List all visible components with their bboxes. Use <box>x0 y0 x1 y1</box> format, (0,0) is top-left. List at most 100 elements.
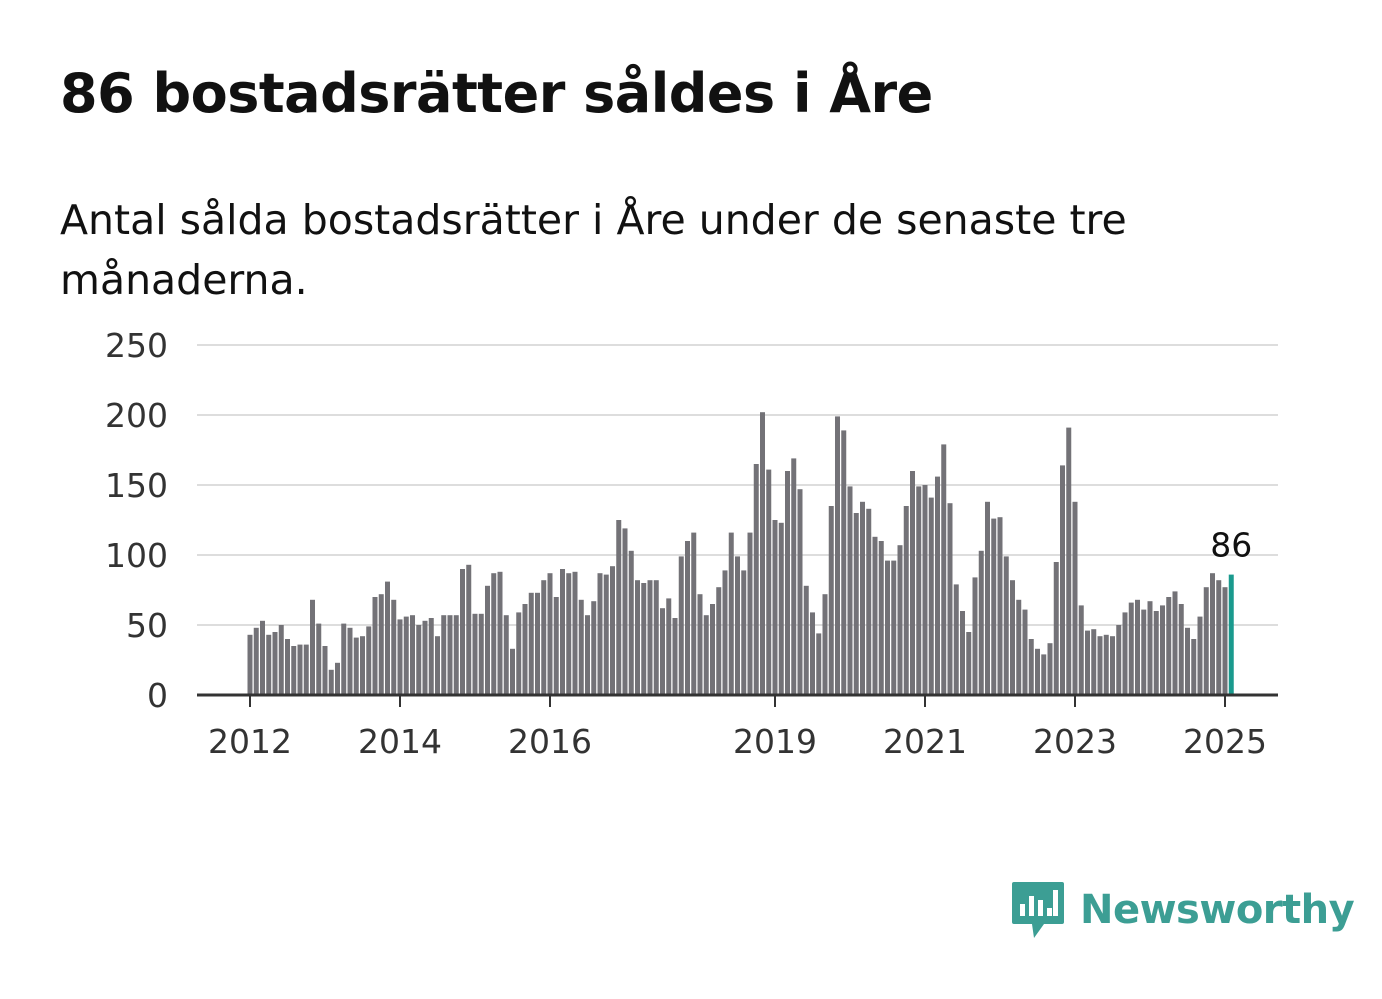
bar <box>841 430 847 695</box>
bar <box>791 458 797 695</box>
bar <box>591 601 597 695</box>
x-tick-label: 2019 <box>733 722 817 761</box>
y-tick-label: 0 <box>147 676 168 715</box>
bar <box>322 646 328 695</box>
bar <box>585 615 590 695</box>
bar <box>578 599 584 695</box>
bar <box>1116 625 1122 695</box>
bar <box>553 597 559 695</box>
bar <box>810 612 815 695</box>
bar <box>941 444 947 695</box>
bar <box>697 594 703 695</box>
bar <box>310 599 315 695</box>
bar <box>385 581 390 695</box>
bar <box>928 497 934 695</box>
bar <box>528 592 534 695</box>
bar <box>1060 465 1065 695</box>
bar <box>1041 654 1047 695</box>
bar <box>860 501 865 695</box>
newsworthy-logo-icon <box>1012 882 1064 938</box>
bar <box>747 532 753 695</box>
bar <box>1166 597 1172 695</box>
y-tick-label: 100 <box>105 536 168 575</box>
bar <box>735 556 740 695</box>
bar <box>691 532 697 695</box>
bar <box>685 541 690 695</box>
bar <box>260 620 265 695</box>
bar <box>335 662 340 695</box>
bar <box>978 550 984 695</box>
bar <box>878 541 884 695</box>
bar <box>647 580 653 695</box>
chart-title: 86 bostadsrätter såldes i Åre <box>60 62 933 125</box>
bar <box>1072 501 1078 695</box>
bar <box>722 570 728 695</box>
bar <box>478 613 484 695</box>
bar <box>728 532 734 695</box>
bar <box>653 580 659 695</box>
bar <box>803 585 809 695</box>
bar <box>822 594 828 695</box>
bar <box>628 550 634 695</box>
bar <box>291 646 297 695</box>
bar <box>428 618 434 695</box>
bar <box>522 604 528 695</box>
bar <box>1085 630 1090 695</box>
bar <box>472 613 478 695</box>
bar <box>297 644 303 695</box>
bar <box>766 469 772 695</box>
bar <box>272 632 278 695</box>
bar <box>1122 612 1128 695</box>
bar <box>1160 605 1165 695</box>
bar <box>1022 609 1028 695</box>
bar <box>253 627 259 695</box>
gridlines <box>197 344 1278 626</box>
bar <box>328 669 334 695</box>
bar <box>816 633 822 695</box>
bar <box>1216 580 1222 695</box>
bar <box>1010 580 1015 695</box>
bar <box>410 615 415 695</box>
bar <box>885 560 890 695</box>
newsworthy-logo-text: Newsworthy <box>1080 887 1355 933</box>
bar <box>991 518 997 695</box>
bar <box>441 615 447 695</box>
bar <box>597 573 603 695</box>
bar <box>566 573 572 695</box>
bar <box>778 522 784 695</box>
bar <box>341 623 347 695</box>
bar <box>1172 591 1178 695</box>
bar <box>1053 562 1059 695</box>
bar <box>953 584 959 695</box>
bar <box>1078 605 1084 695</box>
bar <box>1103 634 1109 695</box>
bar <box>485 585 490 695</box>
bar <box>435 636 440 695</box>
bar <box>891 560 897 695</box>
bar <box>1047 643 1053 695</box>
bar <box>985 501 990 695</box>
bar <box>666 598 672 695</box>
bar <box>910 471 915 695</box>
x-axis-ticks: 2012 2014 2016 2019 2021 2023 2025 <box>208 695 1267 761</box>
bar <box>541 580 547 695</box>
x-tick-label: 2014 <box>358 722 442 761</box>
bar <box>641 583 647 695</box>
bar <box>1035 648 1040 695</box>
bar <box>785 471 790 695</box>
bar <box>1110 636 1115 695</box>
x-tick-label: 2012 <box>208 722 292 761</box>
bar-chart: 0 50 100 150 200 250 2012 2014 2016 2019 2021 2023… <box>105 326 1278 761</box>
bar <box>378 594 384 695</box>
highlight-value-label: 86 <box>1210 526 1252 565</box>
bar <box>1141 609 1147 695</box>
newsworthy-logo: Newsworthy <box>1010 880 1355 940</box>
bar <box>772 520 778 695</box>
bar <box>616 520 622 695</box>
bar <box>535 592 540 695</box>
bar <box>1210 573 1215 695</box>
chart-subtitle: Antal sålda bostadsrätter i Åre under de… <box>60 196 1127 304</box>
x-tick-label: 2016 <box>508 722 592 761</box>
x-tick-label: 2021 <box>883 722 967 761</box>
y-tick-label: 50 <box>126 606 168 645</box>
